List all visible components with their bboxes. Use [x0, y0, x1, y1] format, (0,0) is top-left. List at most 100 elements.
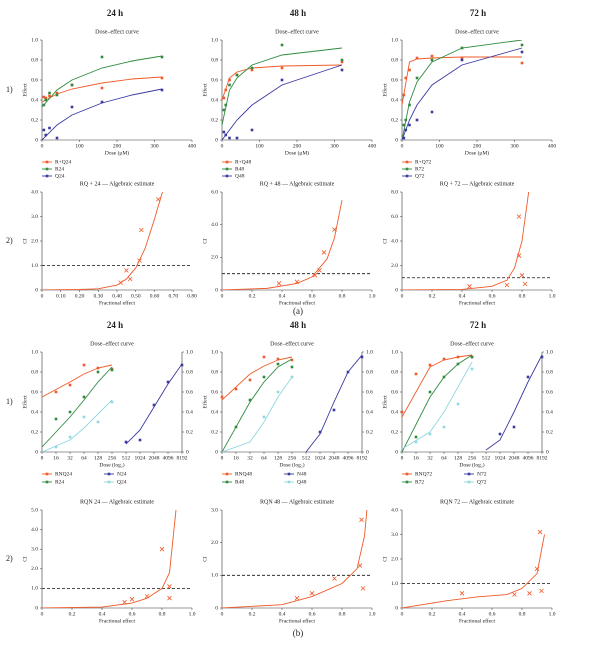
y-tick-label: 0: [395, 287, 398, 293]
x-axis-label: Dose (μM): [465, 149, 489, 156]
point: [44, 133, 48, 137]
x-tick-label: 200: [473, 143, 482, 149]
y-tick-label: 0: [35, 287, 38, 293]
chart-title: RQ + 72 — Algebraic estimate: [440, 181, 515, 187]
x-axis-label: Dose (log₂): [459, 461, 484, 468]
subplot: Dose–effect curve 0 100 200 300 400 0 0.2 0.4 0.6…: [201, 28, 376, 179]
subplot: Dose–effect curve 8 16 32 64 128 256 512 1024 204…: [201, 340, 373, 485]
x-tick-label: 0.8: [519, 293, 526, 299]
y2-tick-label: 0.2: [366, 429, 373, 435]
point: [340, 68, 344, 72]
y-tick-label: 4.0: [211, 222, 218, 228]
x-tick-label: 400: [188, 143, 197, 149]
point: [110, 400, 114, 404]
fit-curve: [222, 64, 343, 101]
subplot: RQ + 48 — Algebraic estimate 0 0.2 0.4 0.6 0.…: [202, 181, 375, 306]
point: [129, 596, 135, 602]
legend-marker: [287, 472, 291, 476]
point: [96, 370, 100, 374]
y-tick-label: 0.6: [391, 77, 398, 83]
y-tick-label: 1.0: [31, 349, 38, 355]
point: [527, 591, 532, 596]
point: [54, 390, 58, 394]
point: [414, 435, 418, 439]
x-tick-label: 4096: [343, 455, 354, 461]
legend-marker: [45, 472, 49, 476]
y-tick-label: 0.2: [391, 117, 398, 123]
point: [222, 96, 226, 100]
legend-label: Q48: [297, 479, 307, 485]
x-tick-label: 1.0: [369, 611, 376, 617]
subplot: RQN 72 — Algebraic estimate 0 0.2 0.4 0.6 0.8…: [382, 499, 555, 624]
point: [467, 284, 472, 289]
point: [144, 593, 150, 599]
subplot: Dose–effect curve 0 100 200 300 400 0 0.2 0.4 0.6…: [21, 28, 196, 179]
chart-title: RQ + 24 — Algebraic estimate: [80, 181, 155, 187]
x-tick-label: 0.70: [168, 293, 178, 299]
legend-marker: [405, 174, 409, 178]
fit-curve: [402, 40, 523, 140]
x-tick-label: 4096: [523, 455, 534, 461]
column-title: 24 h: [107, 320, 123, 330]
point: [124, 268, 129, 273]
point: [340, 58, 344, 62]
point: [428, 363, 432, 367]
point: [442, 375, 446, 379]
point: [346, 370, 350, 374]
y-tick-label: 0.4: [31, 409, 38, 415]
y-tick-label: 0.2: [211, 117, 218, 123]
y-tick-label: 8.0: [391, 189, 398, 195]
y2-tick-label: 0.8: [546, 369, 553, 375]
point: [159, 546, 165, 552]
point: [100, 86, 104, 90]
y-tick-label: 0.2: [211, 429, 218, 435]
x-tick-label: 0: [401, 143, 404, 149]
y-axis-label: Effect: [21, 83, 28, 97]
legend-label: Q72: [477, 479, 487, 485]
x-tick-label: 1024: [315, 455, 326, 461]
legend-label: R+Q48: [235, 159, 251, 165]
point: [332, 408, 336, 412]
point: [512, 425, 516, 429]
y-tick-label: 0.4: [31, 97, 38, 103]
y2-tick-label: 0.8: [186, 369, 193, 375]
x-tick-label: 0.4: [279, 611, 286, 617]
y-tick-label: 0.8: [31, 57, 38, 63]
fit-curve: [42, 76, 163, 103]
point: [520, 50, 524, 54]
point: [224, 103, 228, 107]
legend-label: R24: [55, 479, 64, 485]
y-tick-label: 1.0: [31, 37, 38, 43]
point: [516, 253, 522, 258]
column-title: 48 h: [290, 320, 306, 330]
x-tick-label: 0: [41, 611, 44, 617]
y-tick-label: 3.0: [31, 214, 38, 220]
point: [42, 128, 46, 132]
chart-title: Dose–effect curve: [275, 28, 319, 35]
x-tick-label: 8192: [537, 455, 548, 461]
legend-label: R24: [55, 166, 64, 172]
x-tick-label: 0: [401, 293, 404, 299]
y2-tick-label: 0.2: [186, 429, 193, 435]
point: [430, 54, 434, 58]
y-tick-label: 0: [215, 605, 218, 611]
y-tick-label: 1.0: [391, 581, 398, 587]
column-title: 72 h: [470, 320, 486, 330]
x-tick-label: 512: [302, 455, 311, 461]
point: [250, 68, 254, 72]
x-tick-label: 8192: [357, 455, 368, 461]
point: [456, 355, 460, 359]
x-tick-label: 0.80: [187, 293, 197, 299]
y2-tick-label: 1.0: [186, 349, 193, 355]
point: [340, 60, 344, 64]
point: [235, 73, 239, 77]
y-tick-label: 4.0: [31, 189, 38, 195]
x-tick-label: 256: [468, 455, 477, 461]
point: [82, 415, 86, 419]
fit-curve: [222, 47, 343, 126]
y-axis-label: Effect: [201, 83, 208, 97]
y-axis-label: CI: [382, 556, 388, 562]
y-tick-label: 0: [215, 449, 218, 455]
x-tick-label: 0.6: [309, 293, 316, 299]
y2-tick-label: 0.4: [366, 409, 373, 415]
